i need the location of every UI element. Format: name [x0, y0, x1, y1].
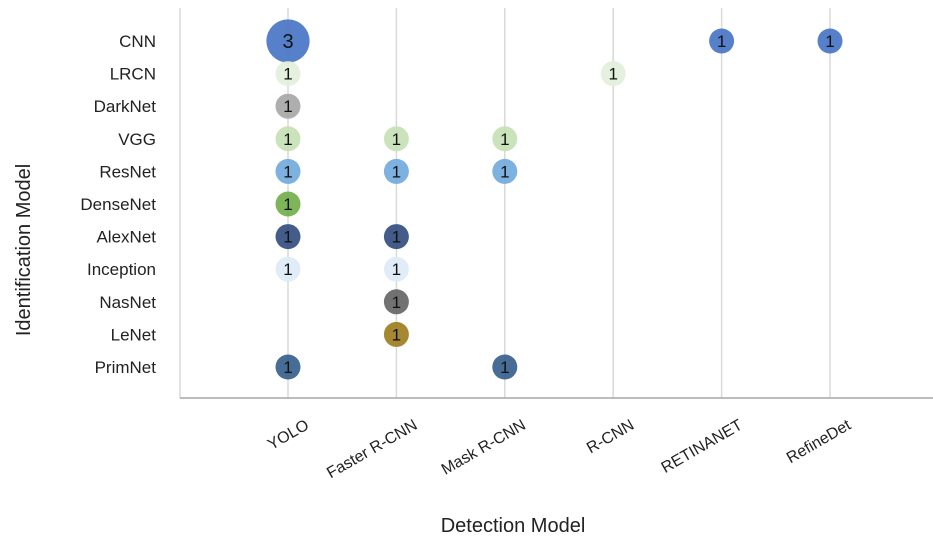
x-tick-label: Mask R-CNN [439, 417, 529, 479]
bubble-data-label: 1 [500, 130, 509, 149]
y-tick-label: VGG [118, 130, 156, 149]
bubble-data-label: 1 [392, 293, 401, 312]
bubble [383, 256, 409, 282]
bubble-data-label: 1 [283, 162, 292, 181]
bubble-data-label: 1 [283, 228, 292, 247]
y-tick-label: LRCN [110, 65, 156, 84]
bubble [600, 61, 626, 87]
bubble [709, 28, 735, 54]
bubble [383, 321, 409, 347]
bubble [383, 289, 409, 315]
bubble [275, 93, 301, 119]
bubble-data-label: 3 [282, 31, 293, 53]
x-tick-label: RefineDet [784, 416, 855, 467]
bubble-data-label: 1 [608, 65, 617, 84]
bubble [275, 61, 301, 87]
bubble-data-label: 1 [825, 32, 834, 51]
bubble [492, 158, 518, 184]
x-tick-label: RETINANET [659, 417, 746, 477]
bubbles: 3 1 1 1 1 1 1 1 1 1 1 1 1 1 1 1 1 1 1 1 1 [266, 19, 843, 380]
bubble [275, 191, 301, 217]
x-axis-title: Detection Model [441, 515, 586, 537]
y-axis-tick-labels: CNN LRCN DarkNet VGG ResNet DenseNet AlexNet In… [80, 32, 156, 377]
bubble-data-label: 1 [392, 162, 401, 181]
y-tick-label: PrimNet [95, 358, 157, 377]
bubble-data-label: 1 [392, 228, 401, 247]
bubble-data-label: 1 [283, 260, 292, 279]
y-tick-label: ResNet [99, 162, 156, 181]
bubble-data-label: 1 [500, 162, 509, 181]
bubble [275, 256, 301, 282]
bubble [275, 126, 301, 152]
bubble-data-label: 1 [392, 130, 401, 149]
bubble-data-label: 1 [283, 65, 292, 84]
bubble-data-label: 1 [392, 260, 401, 279]
x-axis-tick-labels: YOLO Faster R-CNN Mask R-CNN R-CNN RETINANET… [265, 416, 854, 482]
bubble-data-label: 1 [283, 97, 292, 116]
y-axis-title: Identification Model [13, 164, 35, 336]
y-tick-label: NasNet [99, 293, 156, 312]
y-tick-label: DarkNet [94, 97, 157, 116]
bubble [492, 354, 518, 380]
bubble [492, 126, 518, 152]
bubble-data-label: 1 [283, 195, 292, 214]
bubble [383, 158, 409, 184]
x-tick-label: YOLO [265, 417, 312, 454]
x-tick-label: Faster R-CNN [324, 417, 420, 482]
y-tick-label: AlexNet [96, 228, 156, 247]
bubble-data-label: 1 [283, 130, 292, 149]
bubble [275, 224, 301, 250]
y-tick-label: CNN [119, 32, 156, 51]
bubble [383, 126, 409, 152]
bubble [275, 354, 301, 380]
x-tick-label: R-CNN [584, 417, 637, 457]
bubble [817, 28, 843, 54]
bubble-data-label: 1 [283, 358, 292, 377]
y-tick-label: DenseNet [80, 195, 156, 214]
bubble-data-label: 1 [717, 32, 726, 51]
y-tick-label: Inception [87, 260, 156, 279]
bubble-data-label: 1 [500, 358, 509, 377]
bubble [275, 158, 301, 184]
bubble-data-label: 1 [392, 325, 401, 344]
bubble [383, 224, 409, 250]
bubble [266, 19, 310, 63]
y-tick-label: LeNet [111, 325, 157, 344]
